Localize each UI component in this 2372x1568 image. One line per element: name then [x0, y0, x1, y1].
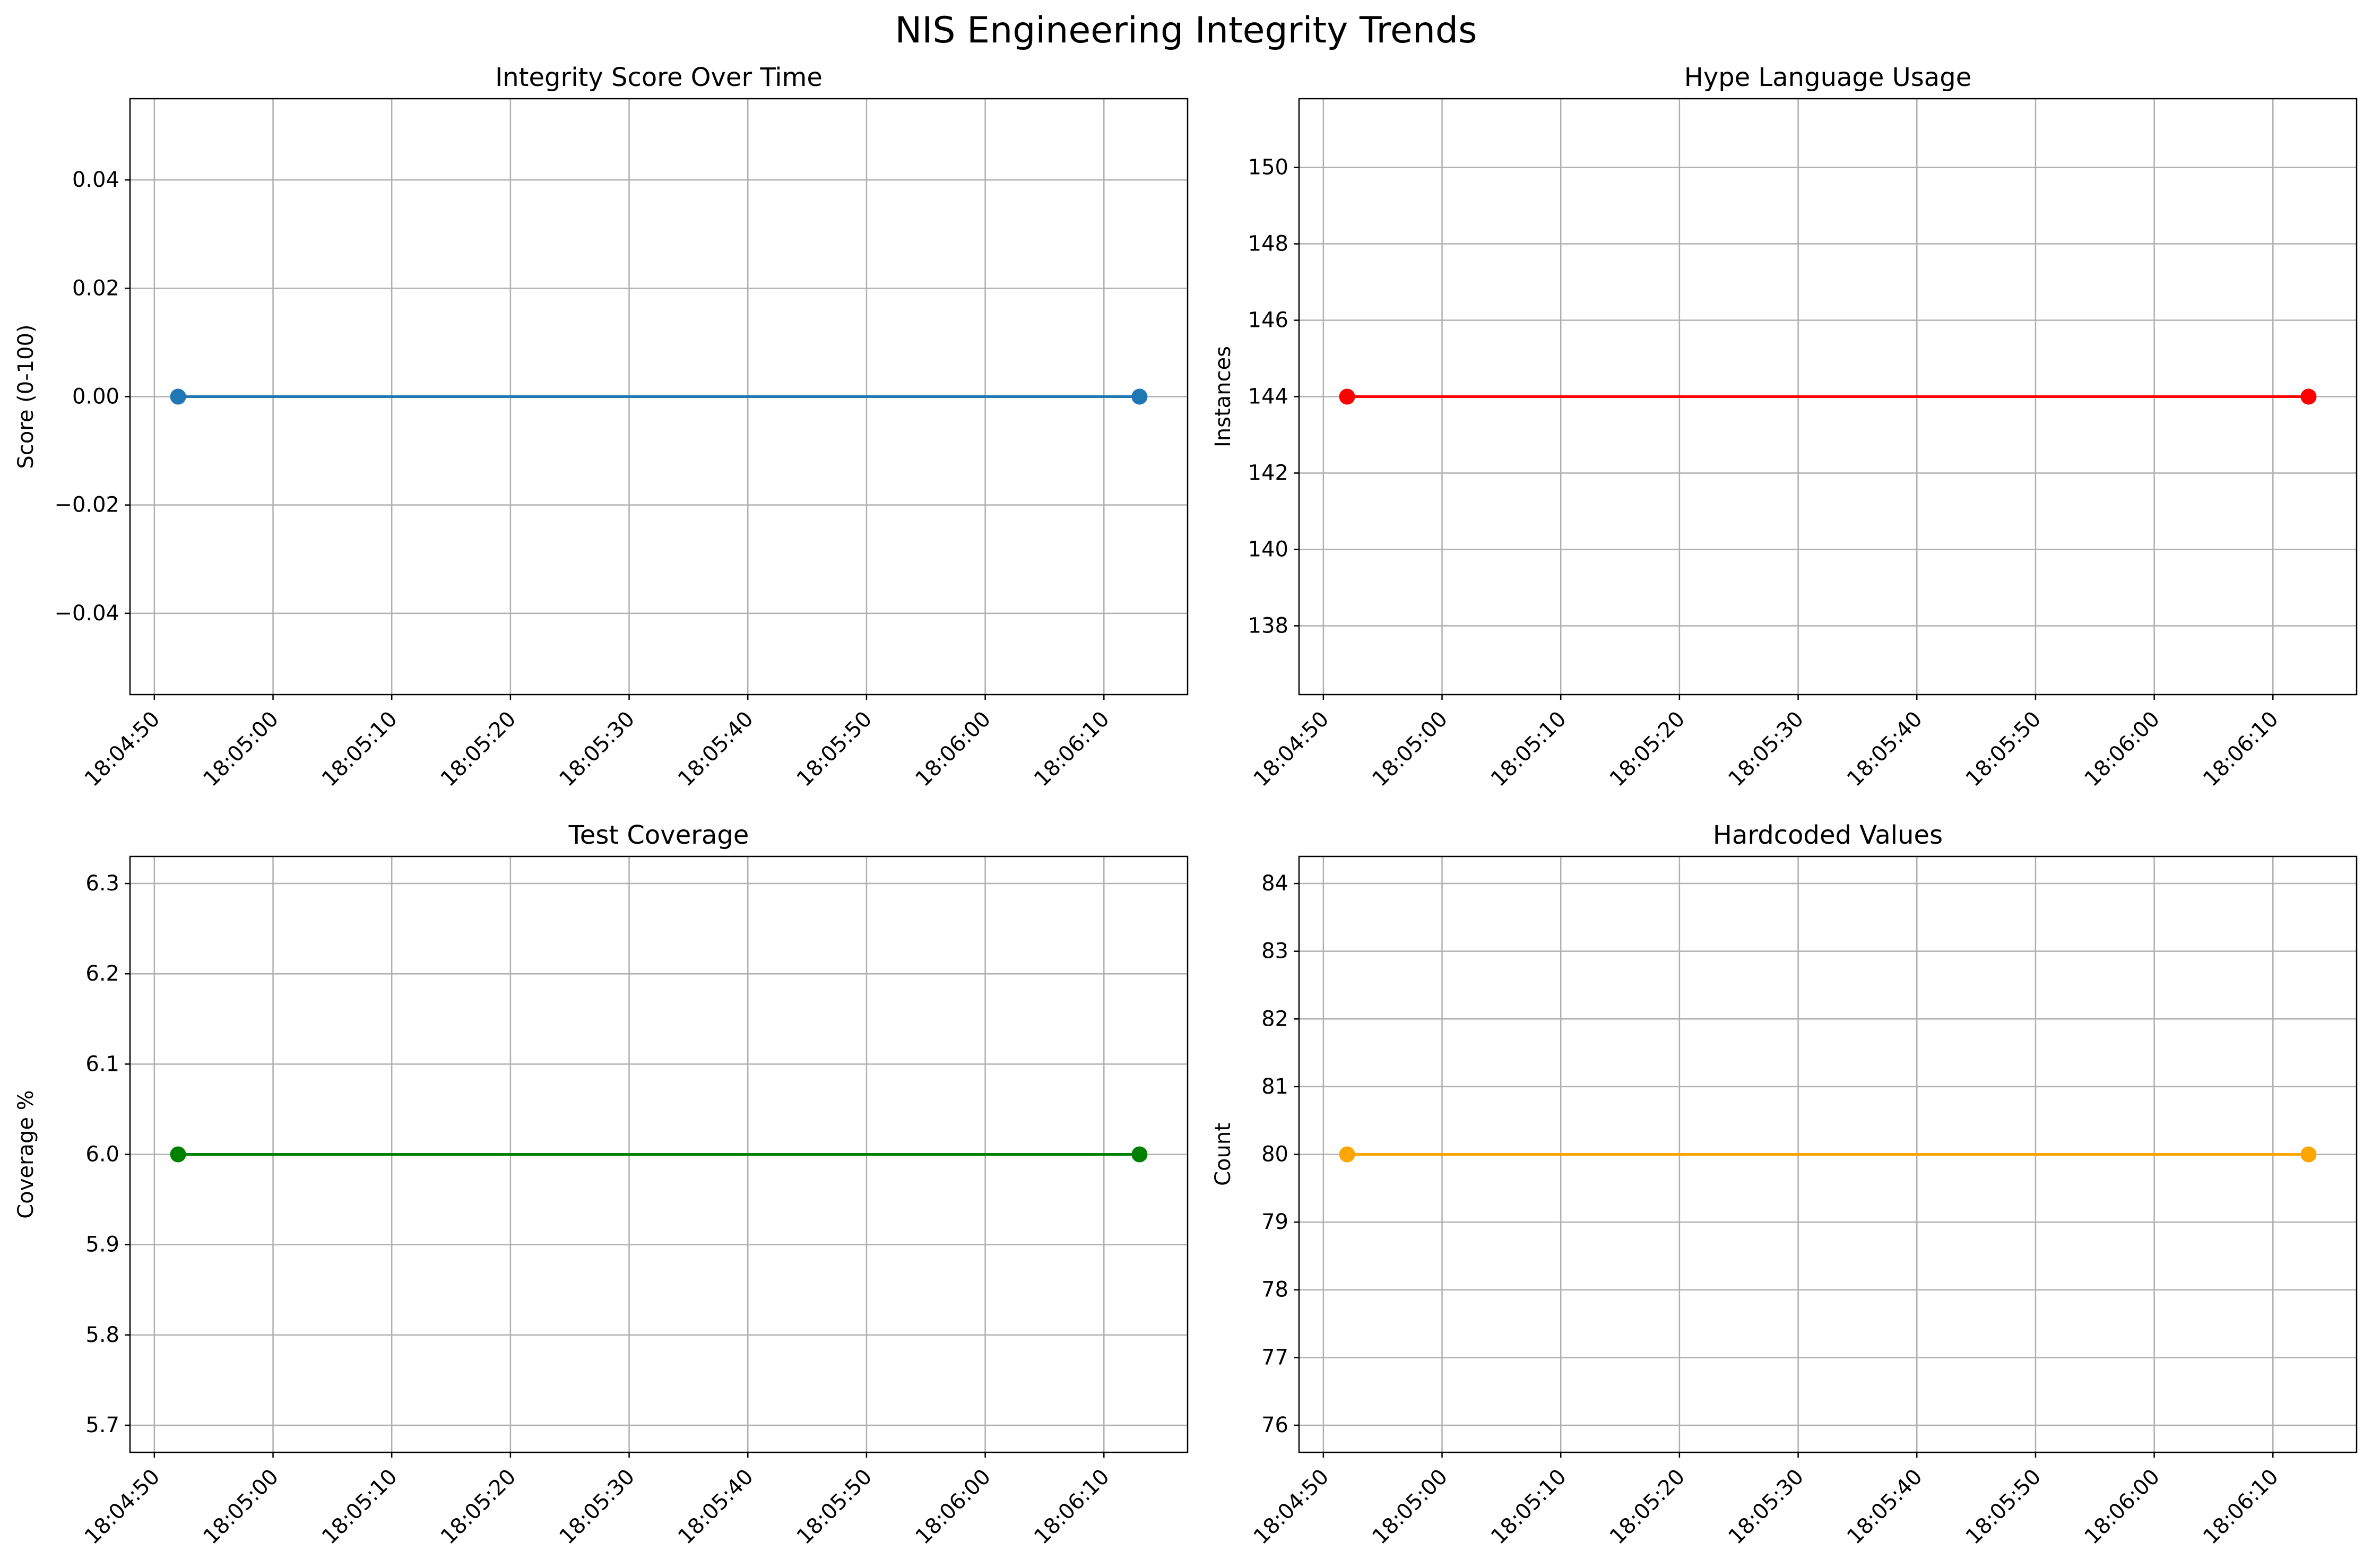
- y-tick-label: 144: [1248, 385, 1288, 409]
- y-tick-label: 6.3: [85, 871, 119, 896]
- data-point: [2300, 388, 2317, 405]
- y-tick-label: 0.04: [72, 168, 119, 192]
- data-point: [170, 388, 186, 405]
- y-tick-label: 148: [1248, 232, 1288, 256]
- y-tick-label: 80: [1261, 1142, 1288, 1167]
- subplot-grid: 18:04:50 18:05:00 18:05:10 18:05:20 18:05:30…: [14, 63, 2358, 1549]
- y-tick-label: 6.0: [85, 1142, 119, 1167]
- plot-frame: [129, 855, 1189, 1453]
- y-tick-label: 5.9: [85, 1233, 119, 1257]
- y-tick-label: 150: [1248, 155, 1288, 180]
- subplot-title: Test Coverage: [568, 820, 749, 850]
- subplot-3: 18:04:50 18:05:00 18:05:10 18:05:20 18:05:30…: [14, 820, 1189, 1549]
- subplot-1: 18:04:50 18:05:00 18:05:10 18:05:20 18:05:30…: [14, 63, 1189, 791]
- y-tick-label: 5.7: [85, 1413, 119, 1437]
- y-tick-label: −0.04: [54, 601, 119, 626]
- data-point: [1339, 1146, 1355, 1163]
- y-tick-label: 0.02: [72, 276, 119, 300]
- data-point: [2300, 1146, 2317, 1163]
- y-tick-label: 82: [1261, 1007, 1288, 1031]
- y-axis-label: Score (0-100): [14, 324, 38, 469]
- plot-frame: [1298, 98, 2358, 696]
- y-tick-label: 5.8: [85, 1323, 119, 1347]
- y-tick-label: 77: [1261, 1345, 1288, 1370]
- y-tick-label: 6.2: [85, 961, 119, 986]
- subplot-title: Hardcoded Values: [1713, 820, 1943, 850]
- y-tick-label: 78: [1261, 1278, 1288, 1302]
- y-axis-label: Instances: [1211, 346, 1235, 447]
- y-tick-label: 81: [1261, 1075, 1288, 1099]
- y-tick-label: 6.1: [85, 1052, 119, 1076]
- y-tick-label: 84: [1261, 871, 1288, 896]
- y-tick-label: −0.02: [54, 493, 119, 517]
- subplot-2: 18:04:50 18:05:00 18:05:10 18:05:20 18:05:30…: [1211, 63, 2358, 791]
- y-tick-label: 0.00: [72, 385, 119, 409]
- y-tick-label: 76: [1261, 1413, 1288, 1437]
- plot-frame: [1298, 855, 2358, 1453]
- y-tick-label: 140: [1248, 537, 1288, 561]
- data-point: [1131, 1146, 1148, 1163]
- y-tick-label: 142: [1248, 461, 1288, 485]
- data-point: [1339, 388, 1355, 405]
- y-axis-label: Coverage %: [14, 1090, 38, 1218]
- subplot-title: Hype Language Usage: [1684, 63, 1971, 92]
- y-tick-label: 83: [1261, 939, 1288, 964]
- subplot-4: 18:04:50 18:05:00 18:05:10 18:05:20 18:05:30…: [1211, 820, 2358, 1549]
- y-tick-label: 79: [1261, 1210, 1288, 1234]
- data-point: [170, 1146, 186, 1163]
- y-axis-label: Count: [1211, 1123, 1235, 1186]
- figure-title: NIS Engineering Integrity Trends: [895, 10, 1477, 51]
- y-tick-label: 146: [1248, 308, 1288, 333]
- plot-frame: [129, 98, 1189, 696]
- data-point: [1131, 388, 1148, 405]
- subplot-title: Integrity Score Over Time: [495, 63, 823, 92]
- y-tick-label: 138: [1248, 613, 1288, 638]
